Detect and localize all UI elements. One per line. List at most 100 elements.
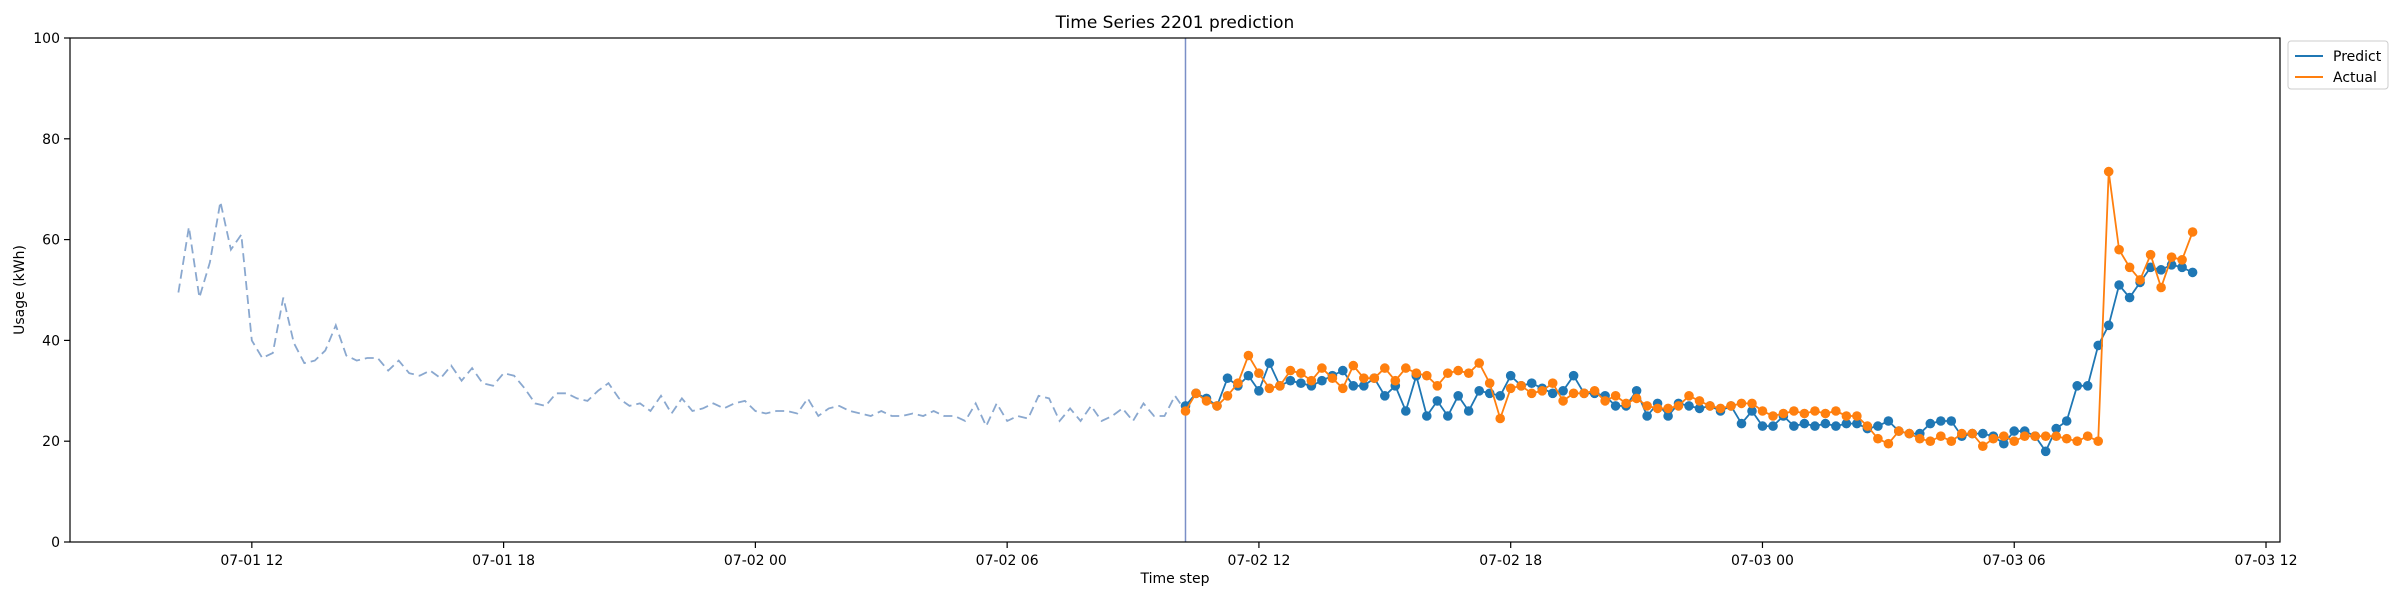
x-tick-label: 07-02 12 — [1227, 553, 1290, 569]
legend: Predict Actual — [2287, 40, 2389, 90]
actual-point — [1401, 363, 1411, 373]
y-axis-label: Usage (kWh) — [12, 245, 28, 335]
actual-point — [2145, 249, 2156, 260]
predict-point — [1380, 391, 1390, 401]
y-tick-label: 80 — [42, 132, 60, 148]
actual-point — [1474, 358, 1484, 368]
predict-point — [1610, 401, 1621, 411]
x-tick-label: 07-02 06 — [976, 553, 1039, 569]
predict-point — [1558, 386, 1568, 396]
predict-point — [1338, 365, 1348, 376]
actual-point — [2166, 252, 2177, 262]
actual-point — [1338, 383, 1348, 394]
actual-point — [1233, 378, 1243, 389]
y-tick-label: 100 — [33, 31, 60, 47]
legend-label-predict: Predict — [2333, 49, 2382, 65]
actual-point — [1768, 411, 1778, 421]
predict-point — [1789, 421, 1799, 431]
predict-point — [1684, 401, 1694, 411]
predict-point — [1642, 411, 1652, 421]
actual-point — [1369, 373, 1380, 384]
y-tick-label: 40 — [42, 333, 60, 349]
predict-point — [1401, 406, 1411, 416]
actual-point — [1254, 368, 1264, 379]
predict-point — [2156, 265, 2166, 275]
legend-label-actual: Actual — [2333, 70, 2377, 86]
predict-point — [1432, 396, 1443, 406]
predict-point — [2114, 280, 2124, 290]
predict-point — [1946, 416, 1957, 426]
predict-point — [1925, 418, 1936, 429]
actual-point — [1799, 408, 1810, 419]
predict-point — [1505, 370, 1516, 381]
predict-point — [1841, 418, 1852, 429]
predict-point — [1757, 421, 1768, 431]
actual-point — [1894, 426, 1904, 436]
actual-point — [1243, 350, 1254, 361]
predict-point — [1348, 381, 1359, 391]
x-tick-label: 07-03 12 — [2235, 553, 2298, 569]
predict-point — [1694, 403, 1705, 414]
predict-point — [1254, 386, 1264, 396]
predict-point — [2103, 320, 2114, 331]
actual-point — [1673, 401, 1684, 411]
predict-line — [1184, 263, 2193, 454]
actual-point — [1516, 381, 1526, 391]
actual-point — [1925, 436, 1936, 447]
actual-point — [2040, 431, 2051, 442]
actual-point — [1359, 373, 1369, 384]
actual-point — [1642, 401, 1652, 411]
actual-point — [1810, 406, 1820, 416]
predict-point — [1317, 375, 1327, 386]
actual-point — [1852, 411, 1862, 421]
actual-point — [2187, 227, 2198, 237]
actual-point — [1558, 396, 1568, 406]
actual-point — [1999, 431, 2009, 442]
actual-point — [2061, 433, 2072, 444]
predict-point — [2177, 262, 2187, 273]
actual-point — [1327, 373, 1338, 384]
plot-frame — [69, 37, 2281, 543]
history-series — [177, 201, 1187, 429]
actual-point — [1736, 398, 1747, 409]
actual-point — [2114, 244, 2124, 255]
y-tick-label: 60 — [42, 233, 60, 249]
actual-point — [1191, 388, 1201, 399]
actual-point — [1873, 433, 1883, 444]
actual-point — [2019, 431, 2030, 442]
actual-point — [1694, 396, 1705, 406]
x-tick-label: 07-03 00 — [1731, 553, 1794, 569]
actual-point — [1936, 431, 1946, 442]
predict-point — [2082, 381, 2093, 391]
actual-point — [1275, 381, 1285, 391]
actual-point — [1222, 391, 1233, 401]
chart-title: Time Series 2201 prediction — [1055, 13, 1295, 33]
actual-point — [1432, 381, 1443, 391]
actual-point — [1883, 438, 1894, 449]
y-tick-label: 0 — [51, 535, 60, 551]
actual-point — [1600, 396, 1610, 406]
actual-point — [1380, 363, 1390, 373]
predict-point — [1831, 421, 1841, 431]
x-tick-label: 07-03 06 — [1983, 553, 2046, 569]
predict-point — [1547, 388, 1558, 399]
actual-point — [1201, 396, 1212, 406]
actual-point — [1526, 388, 1537, 399]
actual-point — [2030, 431, 2040, 442]
predict-point — [1820, 418, 1831, 429]
x-axis-label: Time step — [1140, 571, 1210, 587]
actual-point — [1317, 363, 1327, 373]
actual-point — [2009, 436, 2019, 447]
predict-point — [1264, 358, 1275, 368]
actual-point — [1180, 406, 1191, 416]
actual-point — [1978, 441, 1988, 452]
predict-point — [2051, 423, 2061, 434]
predict-point — [1568, 370, 1579, 381]
predict-point — [1495, 391, 1505, 401]
actual-point — [1778, 408, 1789, 419]
actual-point — [1904, 428, 1915, 439]
predict-point — [2040, 446, 2051, 457]
actual-point — [1610, 391, 1621, 401]
actual-point — [1957, 428, 1967, 439]
actual-point — [2051, 431, 2061, 442]
